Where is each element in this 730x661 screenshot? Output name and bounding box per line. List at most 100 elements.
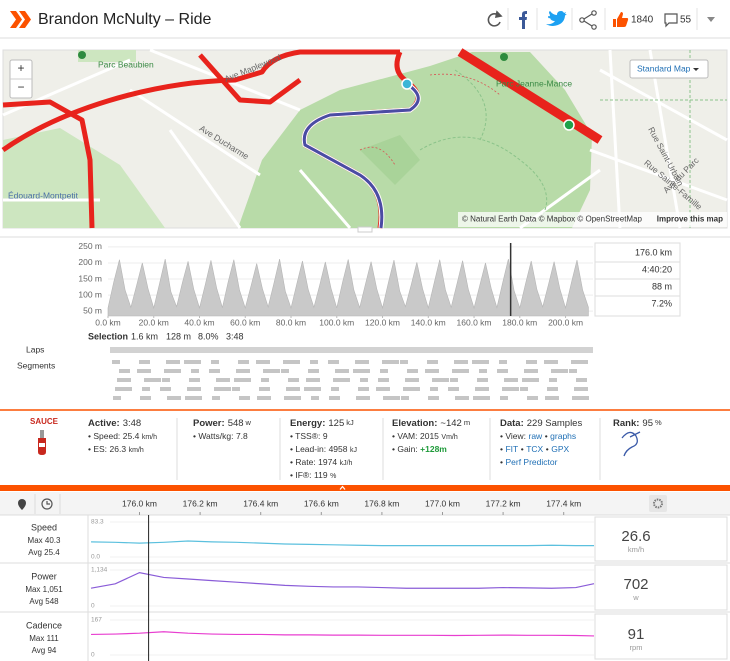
segment-bar[interactable] — [117, 378, 131, 382]
segment-bar[interactable] — [187, 387, 201, 391]
segment-bar[interactable] — [524, 369, 538, 373]
segment-bar[interactable] — [497, 369, 508, 373]
zoom-out[interactable]: − — [17, 80, 24, 94]
refresh-button[interactable] — [487, 10, 503, 27]
segment-bar[interactable] — [216, 378, 230, 382]
facebook-button[interactable] — [519, 11, 527, 29]
segment-bar[interactable] — [520, 387, 528, 391]
segment-bar[interactable] — [112, 360, 120, 364]
segment-bar[interactable] — [162, 378, 170, 382]
segment-bar[interactable] — [119, 369, 130, 373]
segment-bar[interactable] — [142, 387, 150, 391]
segment-bar[interactable] — [450, 378, 458, 382]
map-pin-button[interactable] — [18, 499, 26, 510]
segment-bar[interactable] — [551, 369, 568, 373]
segment-bar[interactable] — [256, 360, 270, 364]
segment-bar[interactable] — [263, 369, 280, 373]
segment-bar[interactable] — [164, 369, 181, 373]
segment-bar[interactable] — [569, 369, 577, 373]
segment-bar[interactable] — [425, 369, 439, 373]
segment-bar[interactable] — [432, 378, 449, 382]
segment-bar[interactable] — [281, 369, 289, 373]
segment-bar[interactable] — [257, 396, 271, 400]
share-button[interactable] — [579, 10, 597, 30]
segment-bar[interactable] — [140, 396, 151, 400]
segment-bar[interactable] — [526, 360, 537, 364]
segment-bar[interactable] — [401, 396, 409, 400]
segment-bar[interactable] — [549, 378, 557, 382]
segment-bar[interactable] — [234, 378, 251, 382]
clock-button[interactable] — [41, 498, 53, 510]
segment-bar[interactable] — [574, 387, 588, 391]
segment-bar[interactable] — [185, 396, 202, 400]
segment-bar[interactable] — [189, 378, 200, 382]
segment-bar[interactable] — [499, 360, 507, 364]
stat-link[interactable]: Perf Predictor — [505, 457, 557, 467]
segment-bar[interactable] — [576, 378, 587, 382]
segment-bar[interactable] — [403, 387, 420, 391]
segment-bar[interactable] — [502, 387, 519, 391]
segment-bar[interactable] — [360, 378, 368, 382]
segment-bar[interactable] — [430, 387, 438, 391]
zoom-in[interactable]: + — [17, 61, 24, 75]
segment-bar[interactable] — [311, 396, 319, 400]
map-layer-box[interactable] — [629, 59, 709, 79]
stat-link[interactable]: FIT — [505, 444, 518, 454]
segment-bar[interactable] — [355, 360, 369, 364]
segment-bar[interactable] — [500, 396, 508, 400]
segment-bar[interactable] — [331, 387, 339, 391]
segment-bar[interactable] — [477, 378, 488, 382]
segment-bar[interactable] — [261, 378, 269, 382]
stat-link[interactable]: graphs — [550, 431, 576, 441]
segment-bar[interactable] — [284, 396, 301, 400]
segment-bar[interactable] — [209, 369, 220, 373]
comment-button[interactable] — [664, 13, 678, 28]
segment-bar[interactable] — [475, 387, 489, 391]
segment-bar[interactable] — [211, 360, 219, 364]
segment-bar[interactable] — [358, 387, 369, 391]
segment-bar[interactable] — [286, 387, 300, 391]
segment-bar[interactable] — [356, 396, 370, 400]
segment-bar[interactable] — [329, 396, 340, 400]
segment-bar[interactable] — [378, 378, 389, 382]
segment-bar[interactable] — [454, 360, 468, 364]
segment-bar[interactable] — [191, 369, 199, 373]
segment-bar[interactable] — [238, 360, 249, 364]
segment-bar[interactable] — [472, 360, 489, 364]
segment-bar[interactable] — [328, 360, 339, 364]
segment-bar[interactable] — [335, 369, 349, 373]
segment-bar[interactable] — [382, 360, 399, 364]
segment-bar[interactable] — [115, 387, 132, 391]
segment-bar[interactable] — [283, 360, 300, 364]
map-layer[interactable]: Standard Map — [637, 63, 691, 73]
kudos-button[interactable] — [613, 12, 629, 27]
segment-bar[interactable] — [527, 396, 538, 400]
segment-bar[interactable] — [448, 387, 459, 391]
segment-bar[interactable] — [212, 396, 220, 400]
segment-bar[interactable] — [405, 378, 419, 382]
segment-bar[interactable] — [428, 396, 439, 400]
segment-bar[interactable] — [376, 387, 390, 391]
segment-bar[interactable] — [144, 378, 161, 382]
stat-link[interactable]: raw — [528, 431, 543, 441]
segment-bar[interactable] — [239, 396, 250, 400]
segment-bar[interactable] — [167, 396, 181, 400]
segment-bar[interactable] — [455, 396, 469, 400]
segment-bar[interactable] — [547, 387, 558, 391]
segment-bar[interactable] — [544, 360, 558, 364]
stat-link[interactable]: TCX — [526, 444, 543, 454]
map-resize-handle[interactable] — [357, 226, 373, 233]
segment-bar[interactable] — [308, 369, 319, 373]
segment-bar[interactable] — [504, 378, 518, 382]
segment-bar[interactable] — [545, 396, 559, 400]
segment-bar[interactable] — [427, 360, 438, 364]
menu-button[interactable] — [707, 17, 715, 22]
segment-bar[interactable] — [479, 369, 487, 373]
segment-bar[interactable] — [214, 387, 231, 391]
segment-bar[interactable] — [572, 396, 589, 400]
segment-bar[interactable] — [452, 369, 469, 373]
collapse-bar[interactable] — [0, 485, 730, 491]
segment-bar[interactable] — [383, 396, 400, 400]
settings-button[interactable] — [649, 495, 667, 512]
segment-bar[interactable] — [571, 360, 588, 364]
